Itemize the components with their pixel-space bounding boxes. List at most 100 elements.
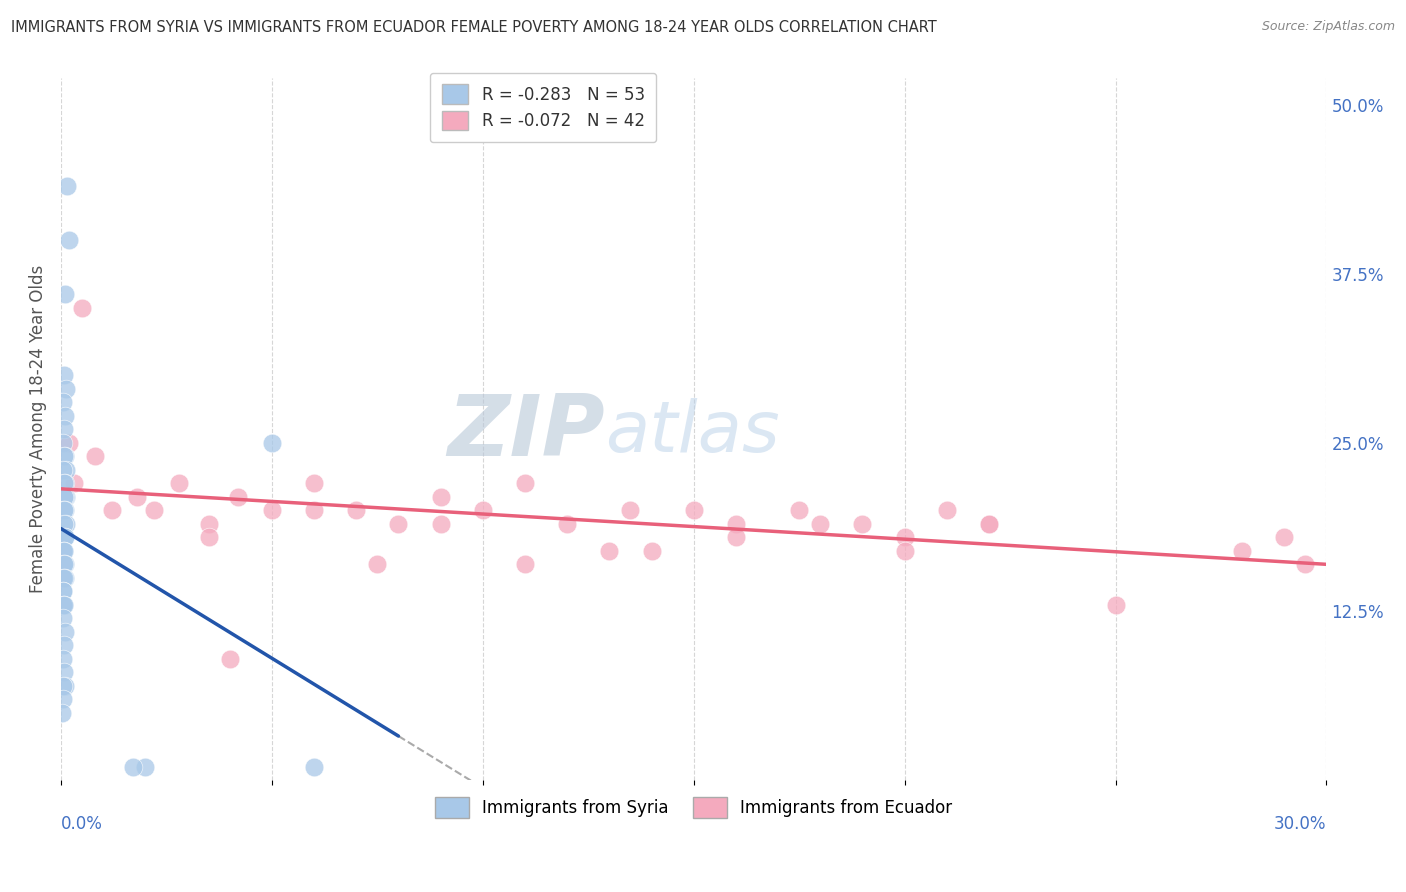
Point <box>58 435 80 450</box>
Point <box>53 543 76 558</box>
Y-axis label: Female Poverty Among 18-24 Year Olds: Female Poverty Among 18-24 Year Olds <box>30 265 46 593</box>
Point <box>302 759 325 773</box>
Point <box>52 476 75 491</box>
Point <box>893 543 915 558</box>
Point <box>53 557 76 571</box>
Point <box>302 503 325 517</box>
Point <box>55 463 77 477</box>
Point <box>52 543 75 558</box>
Point <box>52 679 75 693</box>
Point <box>52 435 75 450</box>
Point <box>53 530 76 544</box>
Point <box>977 516 1000 531</box>
Point <box>429 516 451 531</box>
Text: atlas: atlas <box>605 398 780 467</box>
Point <box>53 598 76 612</box>
Point <box>167 476 190 491</box>
Point <box>53 624 76 639</box>
Point <box>598 543 620 558</box>
Point <box>260 503 283 517</box>
Point <box>429 490 451 504</box>
Point <box>52 557 75 571</box>
Point <box>52 584 75 599</box>
Point <box>52 571 75 585</box>
Point <box>121 759 143 773</box>
Point <box>125 490 148 504</box>
Point <box>53 516 76 531</box>
Point <box>1272 530 1295 544</box>
Text: ZIP: ZIP <box>447 392 605 475</box>
Point <box>52 638 75 652</box>
Point <box>52 503 75 517</box>
Point <box>640 543 662 558</box>
Point <box>226 490 249 504</box>
Point <box>52 584 75 599</box>
Point <box>53 449 76 463</box>
Point <box>302 476 325 491</box>
Point <box>52 611 75 625</box>
Text: 30.0%: 30.0% <box>1274 815 1326 833</box>
Point <box>52 503 75 517</box>
Point <box>977 516 1000 531</box>
Point <box>134 759 156 773</box>
Point <box>53 503 76 517</box>
Point <box>197 516 219 531</box>
Point <box>555 516 578 531</box>
Point <box>83 449 105 463</box>
Point <box>53 490 76 504</box>
Point <box>935 503 957 517</box>
Point <box>52 530 75 544</box>
Point <box>851 516 873 531</box>
Point <box>387 516 409 531</box>
Text: Source: ZipAtlas.com: Source: ZipAtlas.com <box>1261 20 1395 33</box>
Point <box>218 651 240 665</box>
Point <box>55 490 77 504</box>
Point <box>52 651 75 665</box>
Point <box>471 503 494 517</box>
Point <box>787 503 810 517</box>
Point <box>682 503 704 517</box>
Point <box>1294 557 1316 571</box>
Point <box>53 476 76 491</box>
Point <box>53 409 76 423</box>
Point <box>51 706 73 720</box>
Point <box>513 476 536 491</box>
Point <box>53 490 76 504</box>
Point <box>53 530 76 544</box>
Point <box>53 287 76 301</box>
Point <box>62 476 84 491</box>
Text: 0.0%: 0.0% <box>60 815 103 833</box>
Point <box>53 449 76 463</box>
Point <box>142 503 165 517</box>
Point <box>55 516 77 531</box>
Point <box>56 179 79 194</box>
Point <box>53 679 76 693</box>
Point <box>70 301 93 315</box>
Point <box>52 395 75 409</box>
Point <box>724 516 747 531</box>
Point <box>52 543 75 558</box>
Point <box>52 422 75 436</box>
Point <box>197 530 219 544</box>
Point <box>58 233 80 247</box>
Point <box>52 692 75 706</box>
Point <box>53 368 76 383</box>
Text: IMMIGRANTS FROM SYRIA VS IMMIGRANTS FROM ECUADOR FEMALE POVERTY AMONG 18-24 YEAR: IMMIGRANTS FROM SYRIA VS IMMIGRANTS FROM… <box>11 20 936 35</box>
Point <box>55 382 77 396</box>
Point <box>260 435 283 450</box>
Legend: R = -0.283   N = 53, R = -0.072   N = 42: R = -0.283 N = 53, R = -0.072 N = 42 <box>430 72 657 142</box>
Point <box>53 665 76 679</box>
Point <box>53 571 76 585</box>
Point <box>344 503 367 517</box>
Point <box>1104 598 1126 612</box>
Point <box>619 503 641 517</box>
Point <box>366 557 388 571</box>
Point <box>52 463 75 477</box>
Point <box>893 530 915 544</box>
Point <box>100 503 122 517</box>
Point <box>52 557 75 571</box>
Point <box>52 598 75 612</box>
Point <box>52 598 75 612</box>
Point <box>53 571 76 585</box>
Point <box>513 557 536 571</box>
